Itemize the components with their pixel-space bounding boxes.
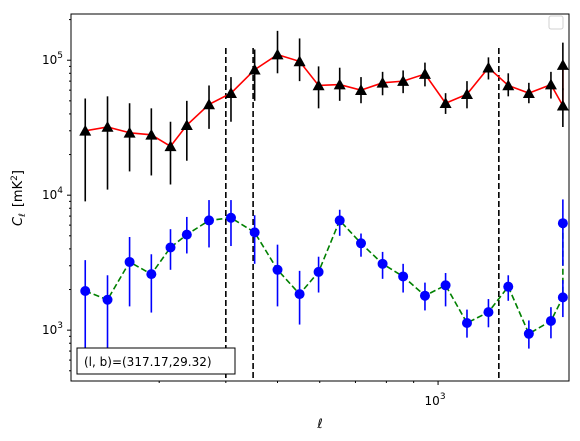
data-point-triangle [101,121,114,132]
annotation-frame [76,347,236,375]
data-point-circle [356,238,367,249]
y-axis-label-unit: [mK [11,180,26,207]
data-point-circle [557,218,568,229]
y-axis-label-unit-sup: 2 [10,175,20,181]
data-point-triangle [79,124,92,136]
data-point-triangle [355,84,368,95]
data-point-circle [124,256,135,267]
data-point-triangle [522,87,535,98]
data-point-triangle [556,59,569,70]
x-axis-label: ℓ [316,417,322,432]
y-axis-label: Cℓ [mK2] [10,170,28,226]
data-point-circle [483,307,494,318]
data-point-triangle [544,78,557,90]
svg-text:Cℓ[mK2]: Cℓ [mK2] [10,170,28,226]
data-point-triangle [164,140,177,152]
data-point-circle [461,317,472,328]
y-tick-label: 103 [42,321,63,337]
data-point-triangle [333,78,346,90]
data-point-triangle [502,79,515,91]
data-point-triangle [312,79,325,91]
y-axis-label-unit-close: ] [11,170,26,175]
data-point-circle [313,266,324,277]
data-point-triangle [271,48,284,60]
x-tick-label: 103 [425,392,446,408]
data-point-triangle [248,63,261,75]
y-axis-label-main: C [11,216,26,226]
annotation-box: (l, b)=(317.17,29.32) [76,347,236,375]
data-point-triangle [439,97,452,109]
data-point-triangle [376,76,389,88]
data-point-circle [377,258,388,269]
data-point-circle [146,269,157,280]
data-point-circle [294,289,305,300]
data-point-triangle [556,99,569,111]
data-point-triangle [482,61,495,73]
y-tick-label: 105 [42,51,63,67]
data-point-circle [181,229,192,240]
data-point-circle [419,290,430,301]
y-tick-label: 104 [42,186,63,202]
data-point-circle [102,294,113,305]
data-point-circle [225,212,236,223]
annotation-text: (l, b)=(317.17,29.32) [84,355,212,369]
data-point-circle [204,215,215,226]
data-point-circle [249,227,260,238]
data-point-circle [398,271,409,282]
data-point-circle [334,215,345,226]
data-point-triangle [460,88,473,100]
data-point-circle [80,286,91,297]
data-point-triangle [123,126,136,138]
data-point-circle [523,328,534,339]
data-point-triangle [293,55,306,67]
y-axis-label-sub: ℓ [18,213,28,218]
data-point-circle [545,315,556,326]
plot-layer [79,30,569,381]
plot-frame [70,13,570,382]
data-point-triangle [224,87,237,98]
data-point-circle [440,280,451,291]
data-point-triangle [180,119,193,131]
data-point-circle [503,281,514,292]
data-point-triangle [203,98,216,110]
data-point-circle [557,292,568,303]
data-point-circle [165,242,176,253]
data-point-circle [272,264,283,275]
data-point-triangle [418,68,431,79]
data-point-triangle [397,75,410,86]
data-point-triangle [145,128,158,140]
legend-box [548,15,564,30]
